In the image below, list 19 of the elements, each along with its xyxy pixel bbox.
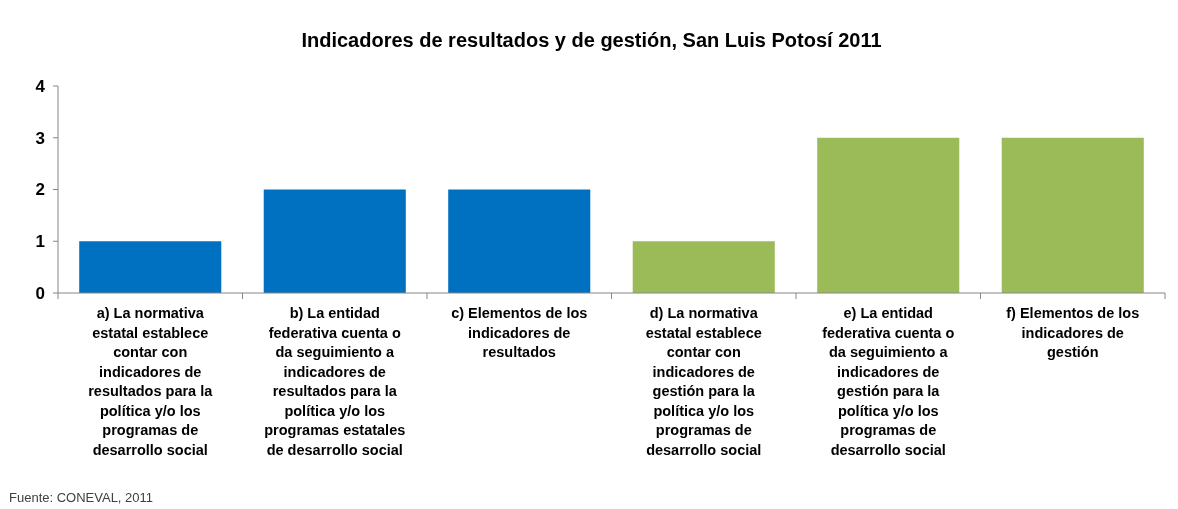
y-tick-label: 1 bbox=[35, 232, 45, 252]
bar bbox=[632, 241, 775, 293]
y-tick-label: 4 bbox=[35, 76, 46, 96]
x-tick-label: e) La entidad federativa cuenta o da seguimiento a indicadores de gestión para la política y/o los programas de desarrollo social bbox=[822, 305, 955, 458]
y-tick-label: 2 bbox=[35, 180, 45, 200]
y-tick-label: 3 bbox=[35, 128, 45, 148]
y-tick-label: 0 bbox=[35, 283, 45, 303]
x-tick-label: b) La entidad federativa cuenta o da seguimiento a indicadores de resultados para la política y/o los programas estatales de desarrollo social bbox=[264, 305, 406, 458]
source-note: Fuente: CONEVAL, 2011 bbox=[9, 490, 154, 505]
x-tick-label: f) Elementos de los indicadores de gestión bbox=[1006, 305, 1140, 360]
bar bbox=[817, 137, 960, 293]
chart-title: Indicadores de resultados y de gestión, San Luis Potosí 2011 bbox=[301, 29, 882, 51]
bar bbox=[448, 189, 591, 293]
bar bbox=[1001, 137, 1144, 293]
bar bbox=[263, 189, 406, 293]
bar bbox=[79, 241, 222, 293]
x-tick-label: c) Elementos de los indicadores de resultados bbox=[451, 305, 588, 360]
x-tick-label: a) La normativa estatal establece contar con indicadores de resultados para la política y/o los programas de desarrollo social bbox=[88, 305, 214, 458]
x-tick-label: d) La normativa estatal establece contar con indicadores de gestión para la política y/o los programas de desarrollo social bbox=[645, 305, 762, 458]
